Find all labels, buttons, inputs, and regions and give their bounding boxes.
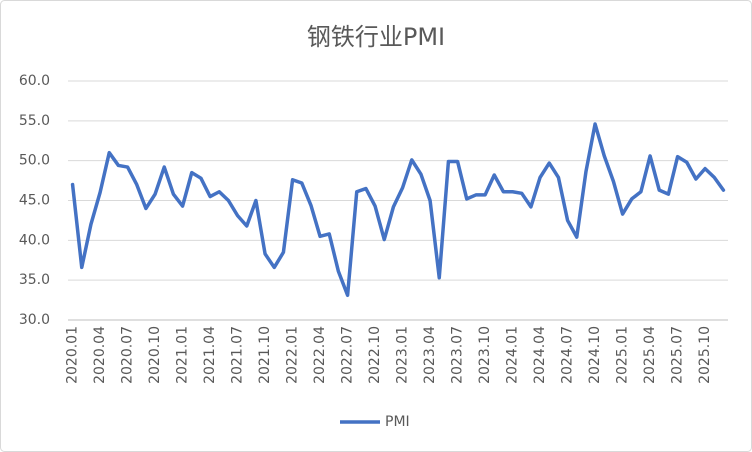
y-tick-label: 30.0 [19, 312, 50, 328]
x-tick-label: 2023.07 [450, 326, 466, 384]
x-tick-label: 2024.07 [560, 326, 576, 384]
y-tick-label: 40.0 [19, 232, 50, 248]
x-tick-label: 2025.04 [642, 326, 658, 384]
x-tick-label: 2020.01 [65, 326, 81, 384]
x-tick-label: 2024.01 [505, 326, 521, 384]
x-tick-label: 2023.04 [422, 326, 438, 384]
x-tick-label: 2020.07 [120, 326, 136, 384]
x-tick-label: 2022.07 [340, 326, 356, 384]
x-tick-label: 2020.10 [147, 326, 163, 384]
y-tick-label: 50.0 [19, 153, 50, 169]
x-tick-label: 2023.01 [395, 326, 411, 384]
legend-label: PMI [385, 414, 410, 430]
y-tick-label: 55.0 [19, 113, 50, 129]
x-tick-label: 2022.04 [312, 326, 328, 384]
x-tick-label: 2021.07 [230, 326, 246, 384]
x-tick-label: 2020.04 [92, 326, 108, 384]
x-tick-label: 2025.07 [670, 326, 686, 384]
x-tick-label: 2025.10 [697, 326, 713, 384]
y-tick-label: 60.0 [19, 73, 50, 89]
x-tick-label: 2024.10 [587, 326, 603, 384]
x-tick-label: 2021.04 [202, 326, 218, 384]
x-tick-label: 2024.04 [532, 326, 548, 384]
x-tick-label: 2025.01 [615, 326, 631, 384]
x-tick-label: 2022.01 [285, 326, 301, 384]
x-tick-label: 2021.01 [175, 326, 191, 384]
x-tick-label: 2023.10 [477, 326, 493, 384]
line [70, 122, 726, 298]
chart-title: 钢铁行业PMI [307, 23, 445, 51]
x-tick-label: 2021.10 [257, 326, 273, 384]
y-tick-label: 45.0 [19, 193, 50, 209]
x-tick-label: 2022.10 [367, 326, 383, 384]
y-tick-label: 35.0 [19, 272, 50, 288]
